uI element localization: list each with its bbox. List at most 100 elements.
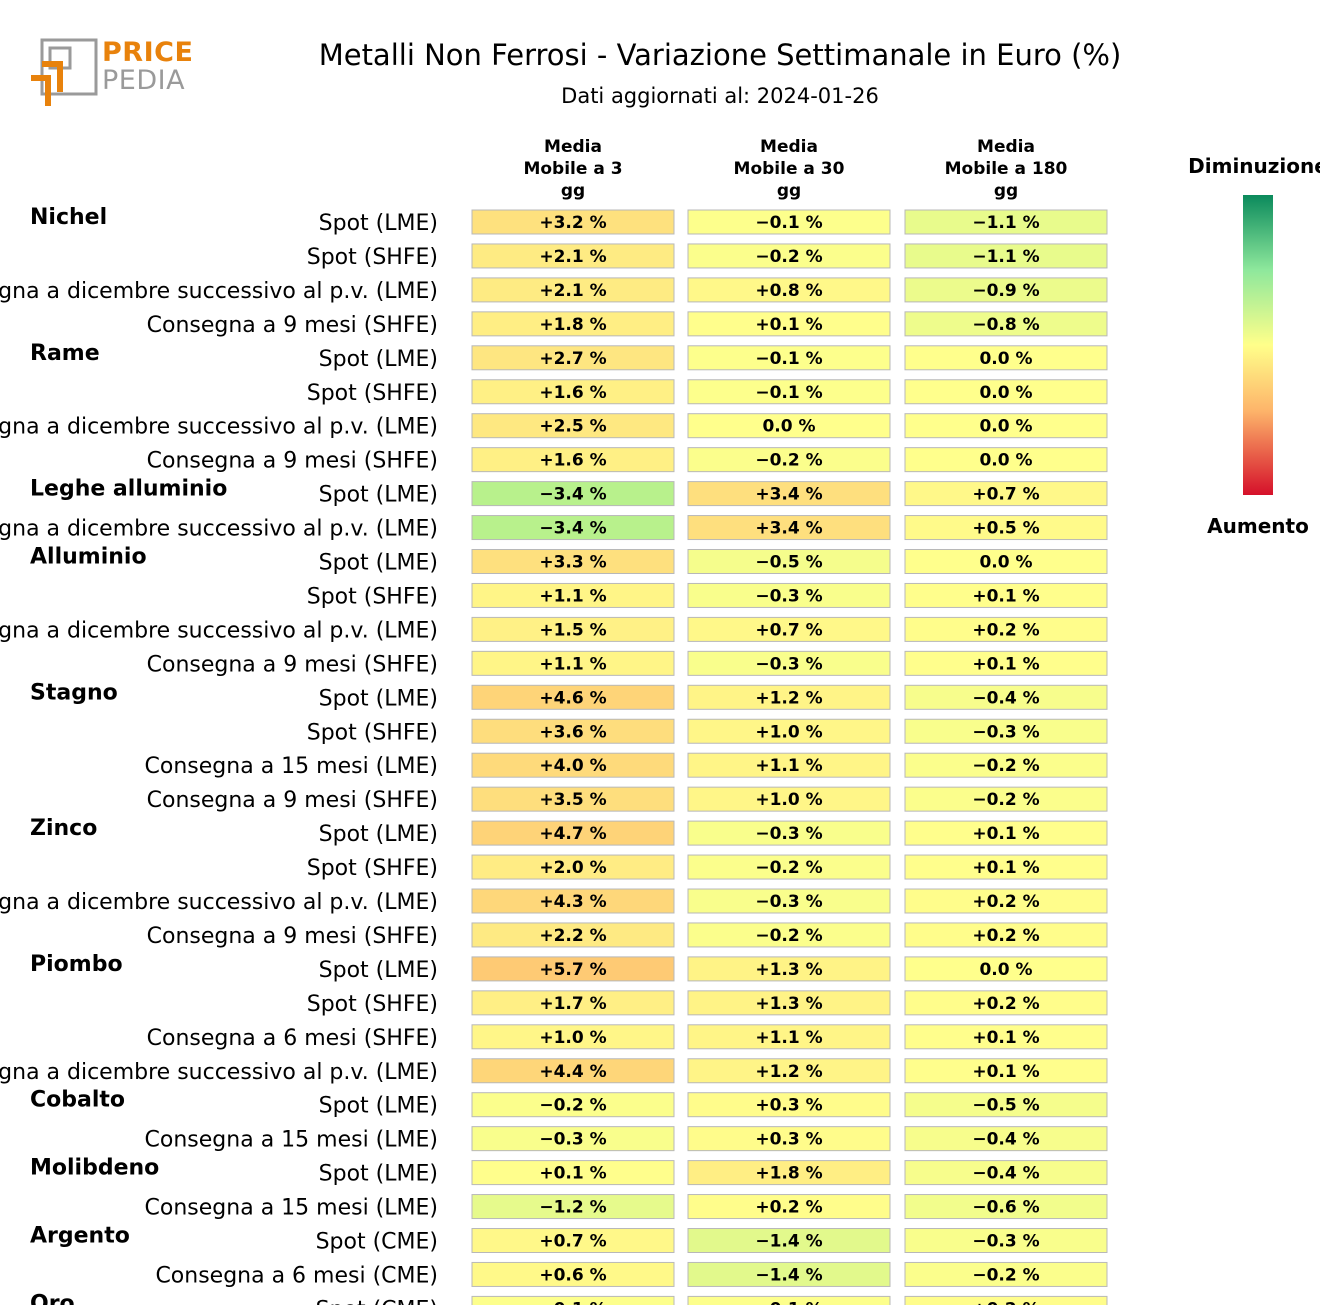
heatmap-cell [471, 1024, 675, 1050]
heatmap-cell [687, 515, 891, 541]
legend-bottom-label: Aumento [1207, 514, 1309, 538]
cell-value-label: +0.3 % [755, 1096, 822, 1116]
cell-value-label: +2.1 % [539, 281, 606, 301]
heatmap-cell [904, 243, 1108, 269]
heatmap-cell [904, 379, 1108, 405]
heatmap-cell [471, 549, 675, 574]
heatmap-cell [687, 481, 891, 507]
row-label: Consegna a 9 mesi (SHFE) [147, 652, 438, 677]
cell-value-label: +3.2 % [539, 213, 606, 233]
row-label: Consegna a 6 mesi (SHFE) [147, 1026, 438, 1051]
heatmap-cell [471, 854, 675, 880]
heatmap-cell [687, 786, 891, 812]
heatmap-cell [687, 1261, 891, 1287]
cell-value-label: −0.1 % [755, 383, 822, 403]
cell-value-label: −0.2 % [755, 926, 822, 946]
cell-value-label: +1.1 % [539, 654, 606, 674]
heatmap-cell [471, 515, 675, 541]
cell-value-label: +0.1 % [972, 586, 1039, 606]
table-row: Leghe alluminio Spot (LME) −3.4 % +3.4 % +0.… [30, 477, 1108, 508]
cell-value-label: +0.8 % [755, 281, 822, 301]
metal-group-label: Zinco [30, 816, 97, 841]
heatmap-cell [471, 1228, 675, 1253]
table-row: Consegna a 9 mesi (SHFE) +3.5 % +1.0 % −0.2… [147, 786, 1108, 813]
table-row: Oro Spot (CME) −0.1 % −0.1 % +0.2 % [30, 1291, 1108, 1305]
cell-value-label: +0.2 % [972, 994, 1039, 1014]
heatmap-cell [471, 1261, 675, 1287]
cell-value-label: 0.0 % [979, 553, 1032, 573]
heatmap-cell [687, 616, 891, 642]
cell-value-label: −3.4 % [539, 485, 606, 505]
cell-value-label: +0.1 % [972, 1062, 1039, 1082]
cell-value-label: −0.3 % [972, 722, 1039, 742]
row-label: Consegna a 15 mesi (LME) [145, 1128, 438, 1153]
cell-value-label: 0.0 % [979, 960, 1032, 980]
row-label: Consegna a 9 mesi (SHFE) [147, 788, 438, 813]
row-label: Spot (SHFE) [307, 584, 438, 609]
color-scale-bar [1243, 195, 1273, 495]
row-label: Spot (LME) [319, 347, 438, 372]
column-header-2-line-2: Mobile a 30 [734, 159, 845, 179]
heatmap-cell [687, 752, 891, 778]
cell-value-label: +0.6 % [539, 1265, 606, 1285]
heatmap-cell [904, 786, 1108, 812]
column-header-1-line-3: gg [561, 181, 585, 201]
cell-value-label: −0.1 % [539, 1299, 606, 1305]
cell-value-label: −0.2 % [972, 756, 1039, 776]
heatmap-cell [471, 379, 675, 405]
heatmap-cell [687, 1058, 891, 1084]
column-header-3-line-1: Media [977, 137, 1035, 157]
table-row: Consegna a 9 mesi (SHFE) +1.6 % −0.2 % 0.0 … [147, 447, 1108, 474]
heatmap-cell [904, 820, 1108, 846]
cell-value-label: −0.3 % [539, 1130, 606, 1150]
cell-value-label: −0.1 % [755, 213, 822, 233]
cell-value-label: +1.0 % [539, 1028, 606, 1048]
table-row: Alluminio Spot (LME) +3.3 % −0.5 % 0.0 % [30, 545, 1108, 576]
heatmap-cell [687, 684, 891, 710]
cell-value-label: +0.1 % [972, 1028, 1039, 1048]
table-row: Consegna a 15 mesi (LME) −0.3 % +0.3 % −0.4… [145, 1126, 1108, 1153]
cell-value-label: +2.2 % [539, 926, 606, 946]
logo-pedia-text: PEDIA [102, 65, 186, 96]
table-row: Zinco Spot (LME) +4.7 % −0.3 % +0.1 % [30, 816, 1108, 847]
heatmap-cell [687, 1024, 891, 1050]
heatmap-cell [904, 616, 1108, 642]
cell-value-label: −1.4 % [755, 1232, 822, 1252]
table-row: Spot (SHFE) +1.7 % +1.3 % +0.2 % [307, 990, 1108, 1017]
cell-value-label: +0.2 % [972, 620, 1039, 640]
cell-value-label: −0.2 % [755, 247, 822, 267]
metal-group-label: Oro [30, 1291, 75, 1305]
cell-value-label: +1.8 % [539, 315, 606, 335]
cell-value-label: +2.1 % [539, 247, 606, 267]
table-row: Spot (SHFE) +2.0 % −0.2 % +0.1 % [307, 854, 1108, 881]
table-row: gna a dicembre successivo al p.v. (LME) +… [0, 277, 1108, 304]
heatmap-cell [471, 752, 675, 778]
heatmap-cell [687, 956, 891, 982]
heatmap-cell [687, 582, 891, 608]
logo-mark-icon [31, 38, 98, 106]
heatmap-cell [904, 752, 1108, 778]
cell-value-label: +1.7 % [539, 994, 606, 1014]
cell-value-label: −0.4 % [972, 1164, 1039, 1184]
table-row: Spot (SHFE) +1.1 % −0.3 % +0.1 % [307, 582, 1108, 609]
table-row: Spot (SHFE) +2.1 % −0.2 % −1.1 % [307, 243, 1108, 270]
heatmap-cell [687, 650, 891, 676]
cell-value-label: +4.4 % [539, 1062, 606, 1082]
cell-value-label: 0.0 % [979, 349, 1032, 369]
cell-value-label: −0.3 % [755, 586, 822, 606]
cell-value-label: −0.4 % [972, 1130, 1039, 1150]
cell-value-label: +1.3 % [755, 960, 822, 980]
heatmap-cell [904, 515, 1108, 541]
table-row: gna a dicembre successivo al p.v. (LME) −… [0, 515, 1108, 542]
row-label: Spot (LME) [319, 822, 438, 847]
row-label: Consegna a 6 mesi (CME) [155, 1263, 438, 1288]
heatmap-cell [904, 1058, 1108, 1084]
row-label: gna a dicembre successivo al p.v. (LME) [0, 415, 438, 440]
cell-value-label: +0.2 % [972, 926, 1039, 946]
heatmap-cell [471, 922, 675, 948]
heatmap-cell [687, 922, 891, 948]
logo-price-text: PRICE [102, 37, 194, 68]
cell-value-label: −1.1 % [972, 247, 1039, 267]
cell-value-label: 0.0 % [979, 417, 1032, 437]
column-header-3-line-3: gg [994, 181, 1018, 201]
